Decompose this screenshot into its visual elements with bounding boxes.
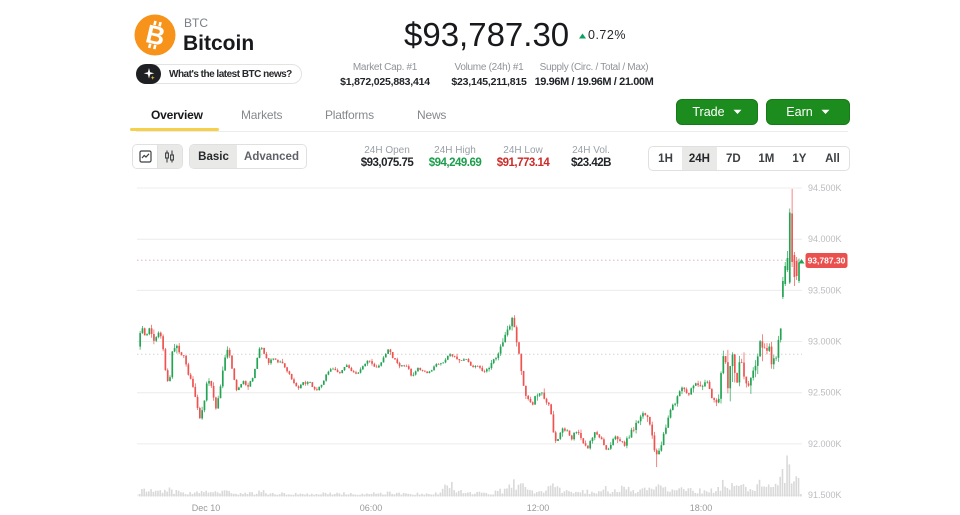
- svg-text:91.500K: 91.500K: [808, 490, 842, 500]
- svg-text:94.000K: 94.000K: [808, 234, 842, 244]
- svg-text:92.500K: 92.500K: [808, 388, 842, 398]
- svg-text:93.000K: 93.000K: [808, 337, 842, 347]
- svg-text:93,787.30: 93,787.30: [808, 256, 846, 266]
- svg-text:93.500K: 93.500K: [808, 285, 842, 295]
- svg-text:12:00: 12:00: [527, 503, 550, 513]
- svg-text:06:00: 06:00: [360, 503, 383, 513]
- svg-text:Dec 10: Dec 10: [192, 503, 221, 513]
- svg-text:92.000K: 92.000K: [808, 439, 842, 449]
- svg-text:18:00: 18:00: [690, 503, 713, 513]
- svg-text:94.500K: 94.500K: [808, 183, 842, 193]
